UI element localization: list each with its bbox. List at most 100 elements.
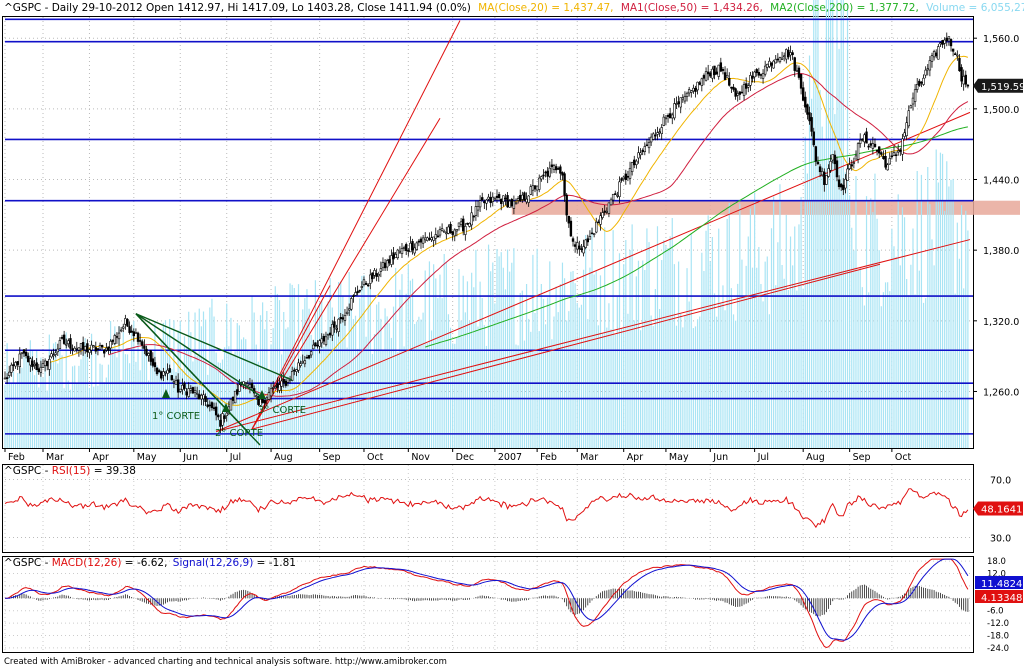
candle-body bbox=[375, 273, 378, 277]
candle-body bbox=[867, 145, 870, 148]
candle-body bbox=[776, 58, 780, 61]
candle-body bbox=[449, 223, 452, 234]
candle-body bbox=[223, 415, 226, 419]
candle-body bbox=[614, 193, 617, 195]
candle-body bbox=[918, 80, 921, 86]
candle-body bbox=[897, 150, 900, 153]
candle-body bbox=[464, 226, 467, 235]
month-label: Apr bbox=[92, 452, 109, 463]
candle-body bbox=[157, 370, 161, 373]
trend-line-2 bbox=[215, 111, 971, 432]
candle-body bbox=[922, 77, 925, 85]
candle-body bbox=[901, 138, 904, 155]
candle-body bbox=[624, 173, 628, 180]
month-label: May bbox=[669, 452, 689, 463]
rsi-pane-frame bbox=[2, 464, 974, 553]
candle-body bbox=[20, 352, 24, 355]
candle-body bbox=[105, 347, 108, 351]
candle-body bbox=[869, 143, 872, 146]
rsi-tick-label: 70.0 bbox=[990, 476, 1011, 487]
candle-body bbox=[633, 159, 636, 166]
candle-body bbox=[328, 332, 332, 336]
candle-body bbox=[276, 383, 279, 388]
candle-body bbox=[789, 52, 792, 56]
candle-body bbox=[894, 154, 898, 157]
candle-body bbox=[966, 84, 970, 87]
cut-arrow bbox=[258, 390, 266, 399]
trend-line bbox=[251, 20, 461, 430]
candles bbox=[3, 32, 970, 433]
candle-body bbox=[721, 69, 725, 71]
candle-body bbox=[447, 226, 450, 234]
candle-body bbox=[128, 326, 131, 333]
candle-body bbox=[478, 200, 482, 208]
candle-body bbox=[903, 132, 906, 137]
candle-body bbox=[250, 383, 254, 389]
candle-body bbox=[364, 282, 368, 285]
candle-body bbox=[263, 399, 266, 404]
candle-body bbox=[307, 355, 311, 359]
candle-body bbox=[698, 82, 701, 85]
candle-body bbox=[84, 346, 87, 351]
macd-header: ^GSPC - MACD(12,26) = -6.62, Signal(12,2… bbox=[4, 557, 296, 569]
candle-body bbox=[700, 78, 704, 86]
candle-body bbox=[390, 255, 393, 265]
candle-body bbox=[271, 387, 275, 389]
month-label: Oct bbox=[895, 452, 912, 463]
candle-body bbox=[415, 242, 418, 250]
candle-body bbox=[69, 338, 72, 349]
macd-tick-label: -24.0 bbox=[987, 644, 1009, 654]
month-label: Mar bbox=[580, 452, 598, 463]
candle-body bbox=[12, 364, 15, 366]
candle-body bbox=[278, 384, 281, 391]
candle-body bbox=[675, 103, 678, 105]
candle-body bbox=[649, 136, 653, 143]
candle-body bbox=[717, 64, 720, 77]
candle-body bbox=[394, 254, 397, 258]
candle-body bbox=[886, 164, 889, 171]
candle-body bbox=[578, 245, 581, 250]
month-label: Oct bbox=[367, 452, 384, 463]
candle-body bbox=[751, 76, 754, 79]
candle-body bbox=[493, 198, 497, 201]
candle-body bbox=[417, 240, 421, 243]
candle-body bbox=[86, 343, 89, 353]
candle-body bbox=[398, 250, 402, 253]
price-tick-label: 1,560.0 bbox=[983, 34, 1019, 45]
candle-body bbox=[561, 172, 564, 176]
candle-body bbox=[590, 232, 594, 235]
candle-body bbox=[483, 201, 486, 204]
candle-body bbox=[320, 338, 323, 344]
candle-body bbox=[658, 131, 661, 134]
candle-body bbox=[616, 194, 619, 197]
candle-body bbox=[179, 388, 182, 392]
candle-body bbox=[713, 65, 716, 76]
rsi-last-tag bbox=[973, 501, 1023, 516]
candle-body bbox=[820, 171, 824, 176]
candle-body bbox=[27, 355, 30, 363]
candle-body bbox=[343, 315, 347, 321]
candle-body bbox=[812, 131, 815, 146]
candle-body bbox=[56, 348, 59, 353]
candle-body bbox=[542, 174, 545, 177]
candle-body bbox=[673, 103, 676, 119]
candle-body bbox=[96, 348, 100, 350]
candle-body bbox=[635, 160, 638, 166]
candle-body bbox=[932, 51, 936, 58]
candle-body bbox=[424, 237, 427, 241]
candle-body bbox=[126, 319, 129, 327]
candle-body bbox=[174, 380, 178, 385]
candle-body bbox=[487, 196, 490, 200]
candle-body bbox=[839, 183, 843, 188]
candle-body bbox=[92, 345, 95, 348]
candle-body bbox=[540, 176, 543, 180]
long-trend-line bbox=[216, 239, 971, 432]
candle-body bbox=[360, 286, 364, 288]
candle-body bbox=[742, 84, 746, 96]
candle-body bbox=[538, 177, 541, 190]
candle-body bbox=[620, 178, 623, 181]
candle-body bbox=[592, 233, 596, 235]
candle-body bbox=[354, 292, 357, 296]
month-label: Feb bbox=[540, 452, 557, 463]
